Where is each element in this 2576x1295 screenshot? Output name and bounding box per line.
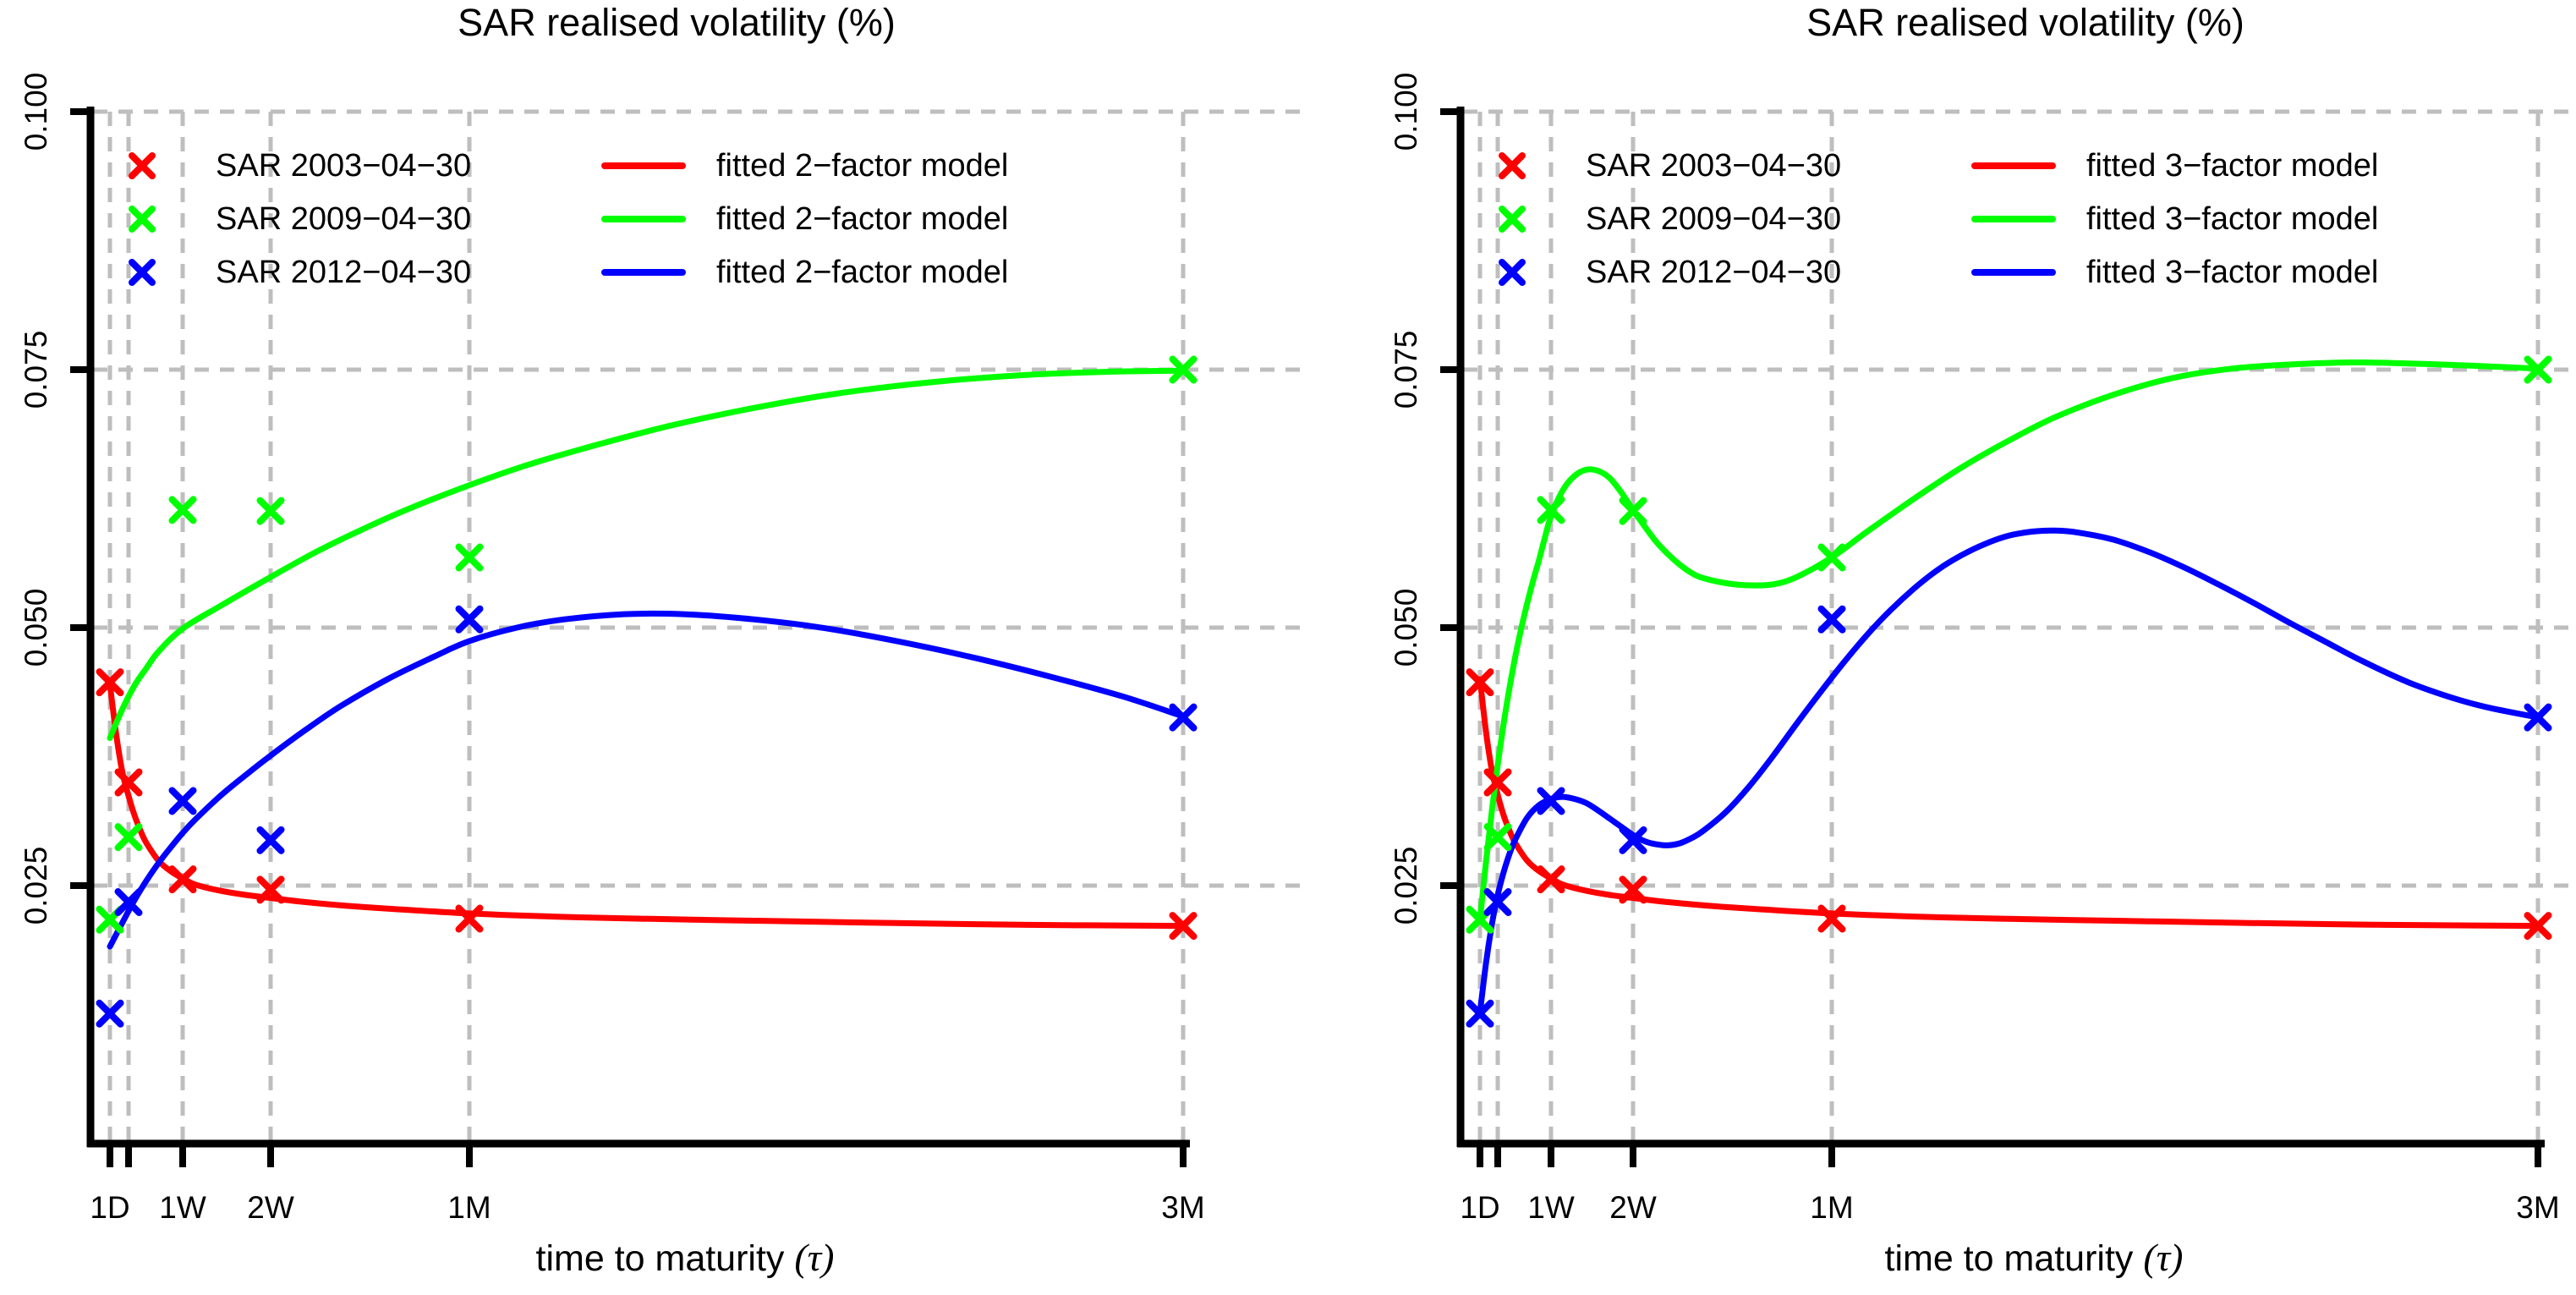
scatter-point-x-icon	[1619, 826, 1647, 854]
x-tick-label: 1W	[1527, 1190, 1575, 1225]
legend-series-label: SAR 2012−04−30	[216, 255, 471, 290]
legend-x-icon	[1499, 259, 1526, 286]
scatter-point-x-icon	[1169, 703, 1198, 732]
legend-model-label: fitted 3−factor model	[2086, 148, 2378, 184]
legend-x-icon	[1499, 206, 1526, 233]
legend-model-label: fitted 3−factor model	[2086, 255, 2378, 290]
legend-x-icon	[1499, 152, 1526, 179]
fitted-curve	[1477, 527, 2541, 1016]
scatter-point-x-icon	[1537, 865, 1565, 894]
scatter-point-x-icon	[1466, 668, 1494, 697]
chart-title: SAR realised volatility (%)	[458, 1, 896, 44]
left-chart: 0.025 0.050 0.075 0.100 1D 1W 2W 1M 3M SAR realis…	[19, 1, 1302, 1279]
scatter-point-x-icon	[455, 605, 484, 634]
y-tick-label: 0.025	[1389, 847, 1423, 925]
legend-series-label: SAR 2003−04−30	[1586, 148, 1841, 184]
scatter-point-x-icon	[1619, 875, 1647, 904]
x-tick-label: 3M	[1161, 1190, 1204, 1225]
x-tick-label: 1M	[447, 1190, 491, 1225]
y-tick-label: 0.100	[19, 73, 53, 151]
scatter-point-x-icon	[2524, 355, 2552, 384]
scatter-point-x-icon	[114, 888, 143, 917]
scatter-point-x-icon	[168, 496, 197, 524]
scatter-point-x-icon	[168, 787, 197, 815]
scatter-point-x-icon	[256, 497, 285, 525]
scatter-point-x-icon	[256, 826, 285, 854]
scatter-point-x-icon	[1817, 904, 1846, 933]
x-tick-label: 2W	[247, 1190, 294, 1225]
legend-x-icon	[129, 259, 156, 286]
fitted-curve	[107, 610, 1187, 950]
scatter-point-x-icon	[455, 543, 484, 572]
scatter-point-x-icon	[2524, 703, 2552, 732]
y-tick-label: 0.075	[19, 331, 53, 409]
right-chart: 0.025 0.050 0.075 0.100 1D 1W 2W 1M 3M SAR realis…	[1389, 1, 2573, 1279]
scatter-point-x-icon	[1483, 823, 1512, 852]
legend-x-icon	[129, 152, 156, 179]
legend-series-label: SAR 2012−04−30	[1586, 255, 1841, 290]
x-tick-label: 1W	[159, 1190, 206, 1225]
y-tick-label: 0.075	[1389, 331, 1423, 409]
x-axis-label: time to maturity (τ)	[1885, 1236, 2184, 1279]
scatter-point-x-icon	[1817, 543, 1846, 572]
scatter-point-x-icon	[455, 904, 484, 933]
legend-model-label: fitted 2−factor model	[716, 255, 1008, 290]
x-tick-label: 2W	[1609, 1190, 1657, 1225]
y-tick-label: 0.050	[1389, 589, 1423, 667]
scatter-point-x-icon	[1169, 355, 1198, 384]
scatter-point-x-icon	[1483, 888, 1512, 917]
legend-model-label: fitted 3−factor model	[2086, 201, 2378, 237]
fitted-curve	[1477, 359, 2541, 923]
y-tick-label: 0.050	[19, 589, 53, 667]
scatter-point-x-icon	[1817, 605, 1846, 634]
scatter-point-x-icon	[2524, 912, 2552, 941]
fitted-curve	[107, 367, 1187, 741]
scatter-point-x-icon	[96, 668, 124, 697]
legend-x-icon	[129, 206, 156, 233]
x-tick-label: 1D	[90, 1190, 129, 1225]
legend-model-label: fitted 2−factor model	[716, 201, 1008, 237]
chart-title: SAR realised volatility (%)	[1806, 1, 2244, 44]
scatter-point-x-icon	[1537, 787, 1565, 815]
x-axis-label: time to maturity (τ)	[536, 1236, 835, 1279]
x-tick-label: 1M	[1810, 1190, 1853, 1225]
scatter-point-x-icon	[114, 823, 143, 852]
legend-model-label: fitted 2−factor model	[716, 148, 1008, 184]
scatter-point-x-icon	[96, 999, 124, 1028]
scatter-point-x-icon	[1619, 497, 1647, 525]
scatter-point-x-icon	[168, 865, 197, 894]
scatter-point-x-icon	[114, 768, 143, 797]
x-tick-label: 3M	[2516, 1190, 2559, 1225]
legend-series-label: SAR 2009−04−30	[1586, 201, 1841, 237]
scatter-point-x-icon	[1466, 999, 1494, 1028]
scatter-point-x-icon	[1169, 912, 1198, 941]
scatter-point-x-icon	[1483, 768, 1512, 797]
y-tick-label: 0.100	[1389, 73, 1423, 151]
scatter-point-x-icon	[256, 875, 285, 904]
x-tick-label: 1D	[1460, 1190, 1499, 1225]
legend-series-label: SAR 2009−04−30	[216, 201, 471, 237]
legend-series-label: SAR 2003−04−30	[216, 148, 471, 184]
scatter-point-x-icon	[1537, 496, 1565, 524]
y-tick-label: 0.025	[19, 847, 53, 925]
